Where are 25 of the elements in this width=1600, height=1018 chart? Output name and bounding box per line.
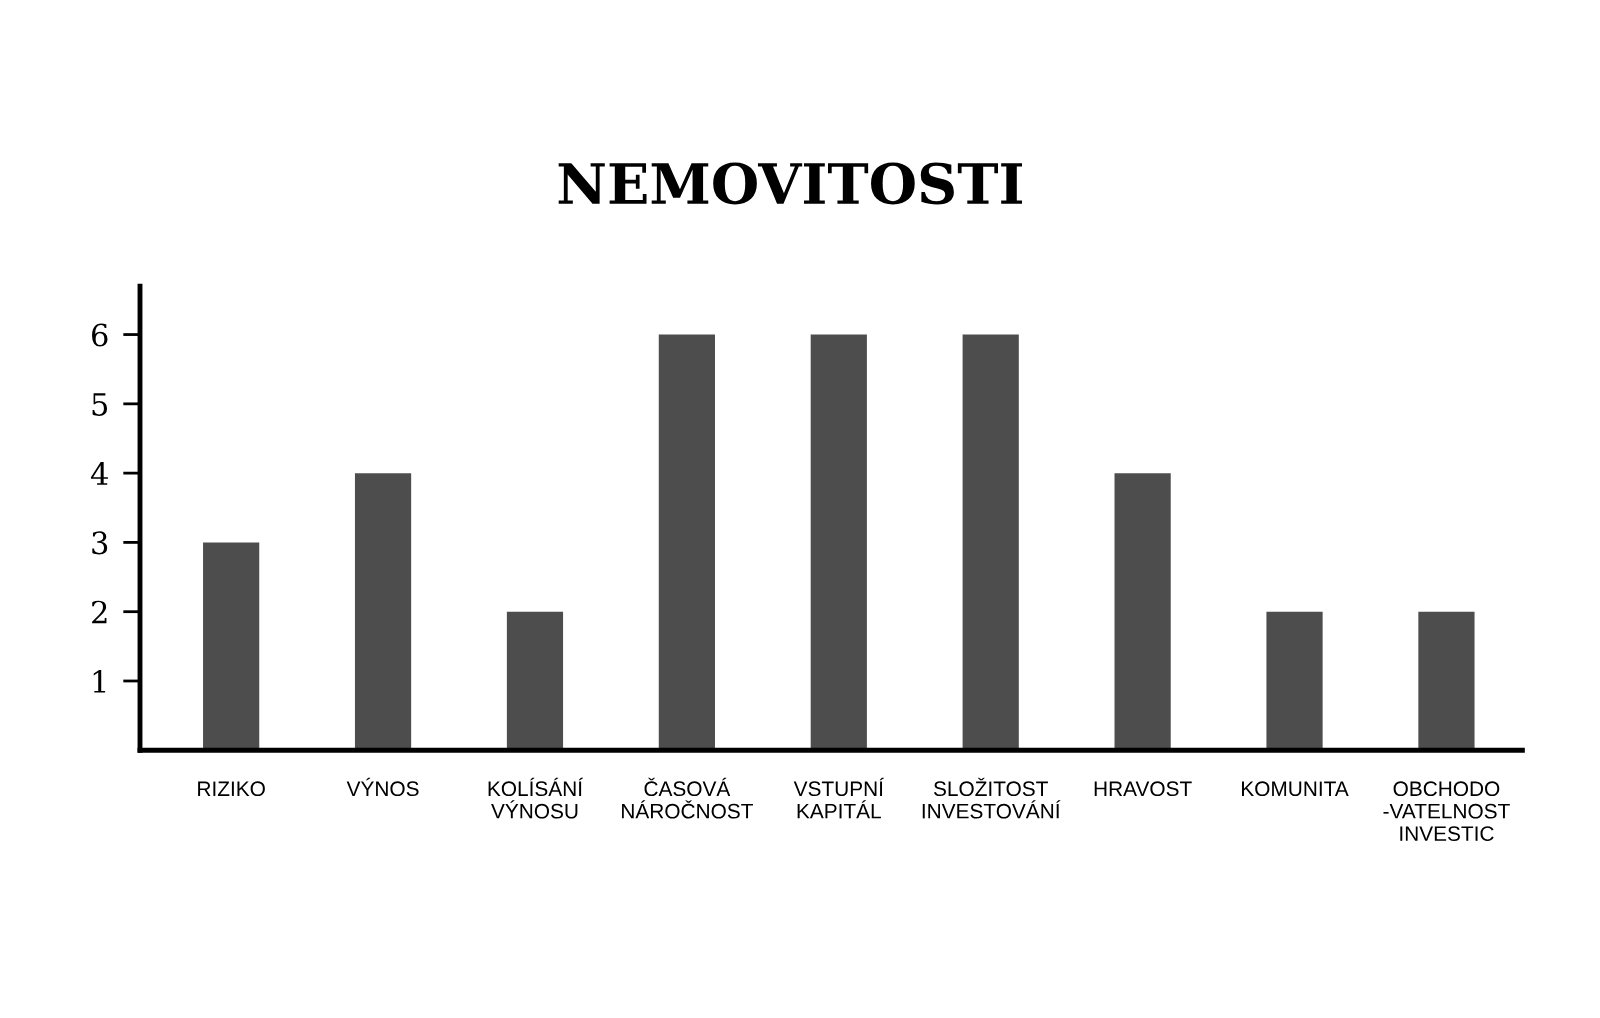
chart-title: NEMOVITOSTI	[558, 162, 1022, 205]
x-tick-label: KOMUNITA	[1242, 781, 1349, 797]
x-tick-label: KOLÍSÁNÍ VÝNOSU	[488, 777, 583, 819]
bar	[962, 334, 1019, 751]
x-tick-label: OBCHODO -VATELNOST INVESTIC	[1383, 781, 1510, 841]
x-tick-label: SLOŽITOST INVESTOVÁNÍ	[922, 777, 1061, 819]
x-tick-label: RIZIKO	[198, 781, 265, 797]
bar	[810, 334, 867, 751]
y-tick-label: 3	[92, 531, 108, 555]
bar	[203, 542, 260, 751]
y-tick-label: 6	[92, 323, 108, 347]
y-tick-label: 2	[92, 600, 107, 624]
bar	[1114, 473, 1171, 751]
x-tick-label: ČASOVÁ NÁROČNOST	[622, 777, 753, 819]
bar	[506, 611, 564, 751]
bar	[1418, 611, 1475, 751]
bar	[658, 334, 715, 751]
bar	[1266, 611, 1323, 751]
x-tick-label: VSTUPNÍ KAPITÁL	[793, 777, 884, 819]
x-tick-label: HRAVOST	[1094, 781, 1192, 797]
y-tick-label: 5	[92, 393, 108, 416]
y-tick-label: 4	[90, 462, 108, 485]
x-tick-label: VÝNOS	[346, 777, 419, 797]
y-tick-label: 1	[93, 669, 106, 693]
bar	[354, 473, 412, 751]
